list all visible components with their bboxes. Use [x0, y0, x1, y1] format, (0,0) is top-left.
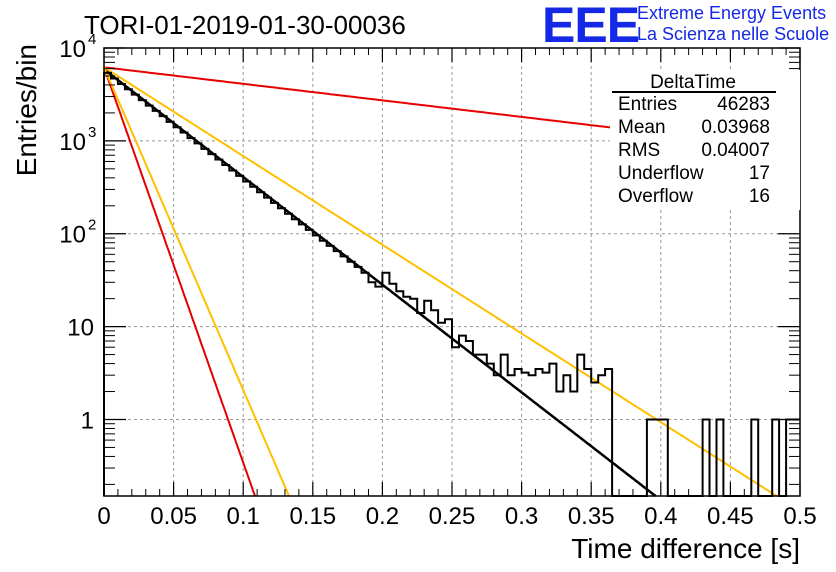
y-tick-label: 1 — [81, 407, 94, 434]
fit-curve-4 — [103, 66, 778, 497]
x-tick-label: 0.35 — [568, 503, 615, 530]
stats-value: 0.04007 — [701, 140, 770, 161]
histogram-line — [103, 71, 800, 497]
fit-curve-1 — [103, 68, 657, 498]
y-axis-label: Entries/bin — [11, 44, 42, 176]
fit-curve-5 — [103, 66, 290, 497]
axis-ticks — [103, 47, 801, 496]
stats-value: 46283 — [717, 94, 770, 115]
x-tick-label: 0.25 — [429, 503, 476, 530]
x-tick-labels: 0 0.05 0.1 0.15 0.2 0.25 0.3 0.35 0.4 0.45 0.5 — [97, 503, 816, 530]
x-tick-label: 0.1 — [227, 503, 260, 530]
x-axis-label: Time difference [s] — [571, 533, 800, 564]
stats-title: DeltaTime — [650, 72, 736, 93]
logo-line-1: Extreme Energy Events — [637, 3, 826, 23]
y-tick-exponent: 3 — [88, 124, 96, 141]
x-tick-label: 0.4 — [644, 503, 677, 530]
stats-value: 16 — [749, 186, 770, 207]
x-tick-label: 0.15 — [289, 503, 336, 530]
x-tick-label: 0.5 — [783, 503, 816, 530]
fit-curve-3 — [103, 66, 256, 497]
stats-label: Mean — [618, 117, 666, 138]
stats-label: Overflow — [618, 186, 693, 207]
y-tick-exponent: 2 — [88, 217, 96, 234]
stats-label: Underflow — [618, 163, 704, 184]
x-tick-label: 0.2 — [366, 503, 399, 530]
stats-rows: Entries 46283 Mean 0.03968 RMS 0.04007Underfl… — [618, 94, 770, 207]
chart-title: TORI-01-2019-01-30-00036 — [84, 10, 406, 40]
logo-mark: EEE — [542, 0, 639, 53]
x-tick-label: 0.3 — [505, 503, 538, 530]
logo-line-2: La Scienza nelle Scuole — [637, 24, 829, 44]
x-tick-label: 0.05 — [150, 503, 197, 530]
stats-value: 17 — [749, 163, 770, 184]
y-tick-label: 10 — [67, 315, 94, 342]
y-tick-label: 10 — [59, 36, 86, 63]
eee-logo: EEE Extreme Energy Events La Scienza nel… — [542, 0, 829, 53]
x-tick-label: 0 — [97, 503, 110, 530]
y-tick-exponent: 4 — [88, 31, 96, 48]
x-tick-label: 0.45 — [707, 503, 754, 530]
y-tick-label: 10 — [59, 222, 86, 249]
stats-box-background — [610, 70, 800, 210]
stats-label: Entries — [618, 94, 677, 115]
stats-value: 0.03968 — [701, 117, 770, 138]
stats-label: RMS — [618, 140, 660, 161]
stats-box: DeltaTime Entries 46283 Mean 0.03968 RMS 0.04… — [610, 70, 800, 210]
y-tick-label: 10 — [59, 129, 86, 156]
